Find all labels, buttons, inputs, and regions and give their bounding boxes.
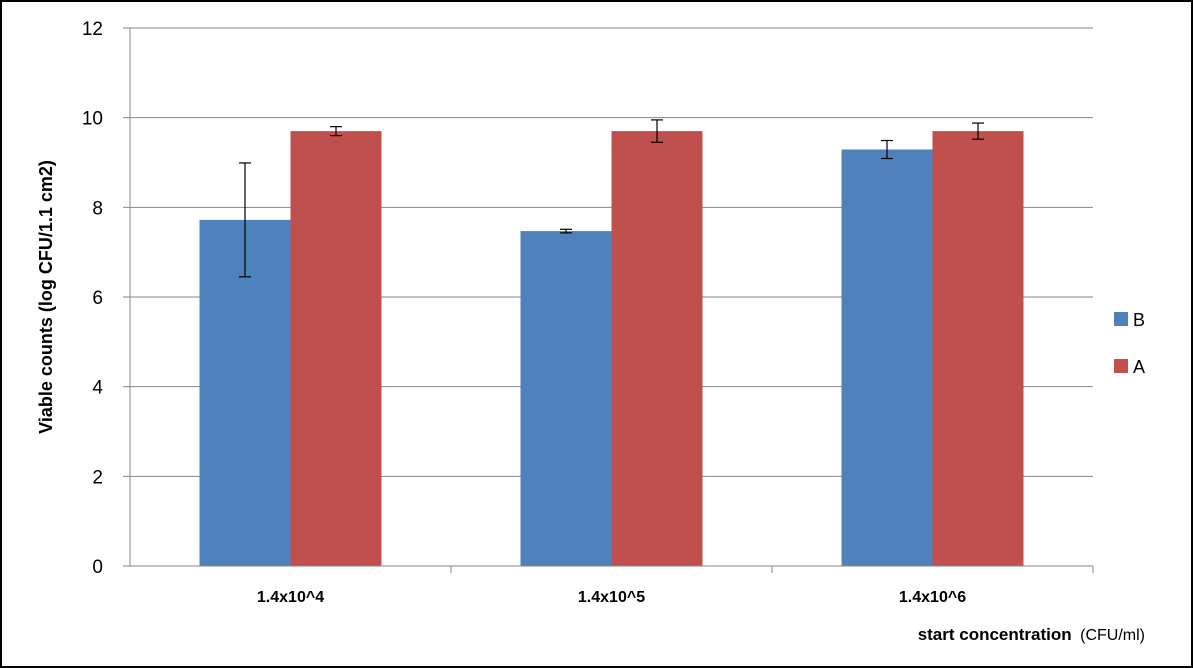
x-axis-unit: (CFU/ml) <box>1080 627 1145 644</box>
x-axis-label: start concentration (CFU/ml) <box>918 625 1145 644</box>
y-tick-label: 0 <box>92 557 103 578</box>
bar-A-3 <box>932 131 1024 566</box>
axes <box>129 28 1093 567</box>
legend: BA <box>1114 310 1145 377</box>
y-tick-label: 8 <box>92 198 103 219</box>
legend-swatch-B <box>1114 312 1128 326</box>
bar-B-1 <box>199 219 291 567</box>
y-tick-label: 10 <box>82 109 103 130</box>
legend-swatch-A <box>1114 359 1128 373</box>
bar-A-2 <box>611 131 703 566</box>
y-axis-label: Viable counts (log CFU/1.1 cm2) <box>36 160 56 434</box>
x-category-labels: 1.4x10^4 1.4x10^5 1.4x10^6 <box>257 589 966 606</box>
error-bars <box>239 119 984 278</box>
bar-B-2 <box>520 231 612 566</box>
bar-B-3 <box>841 149 933 566</box>
x-category-label: 1.4x10^6 <box>899 589 966 606</box>
x-axis-title: start concentration <box>918 625 1072 644</box>
bars <box>199 131 1024 567</box>
y-tick-label: 12 <box>82 19 103 40</box>
legend-label-B: B <box>1133 310 1145 330</box>
x-category-label: 1.4x10^5 <box>578 589 645 606</box>
y-tick-labels: 0 2 4 6 8 10 12 <box>82 19 104 578</box>
legend-label-A: A <box>1133 357 1145 377</box>
y-tick-label: 6 <box>92 288 103 309</box>
y-tick-label: 4 <box>92 378 103 399</box>
y-tick-label: 2 <box>92 467 103 488</box>
bar-A-1 <box>290 131 382 566</box>
x-category-label: 1.4x10^4 <box>257 589 324 606</box>
